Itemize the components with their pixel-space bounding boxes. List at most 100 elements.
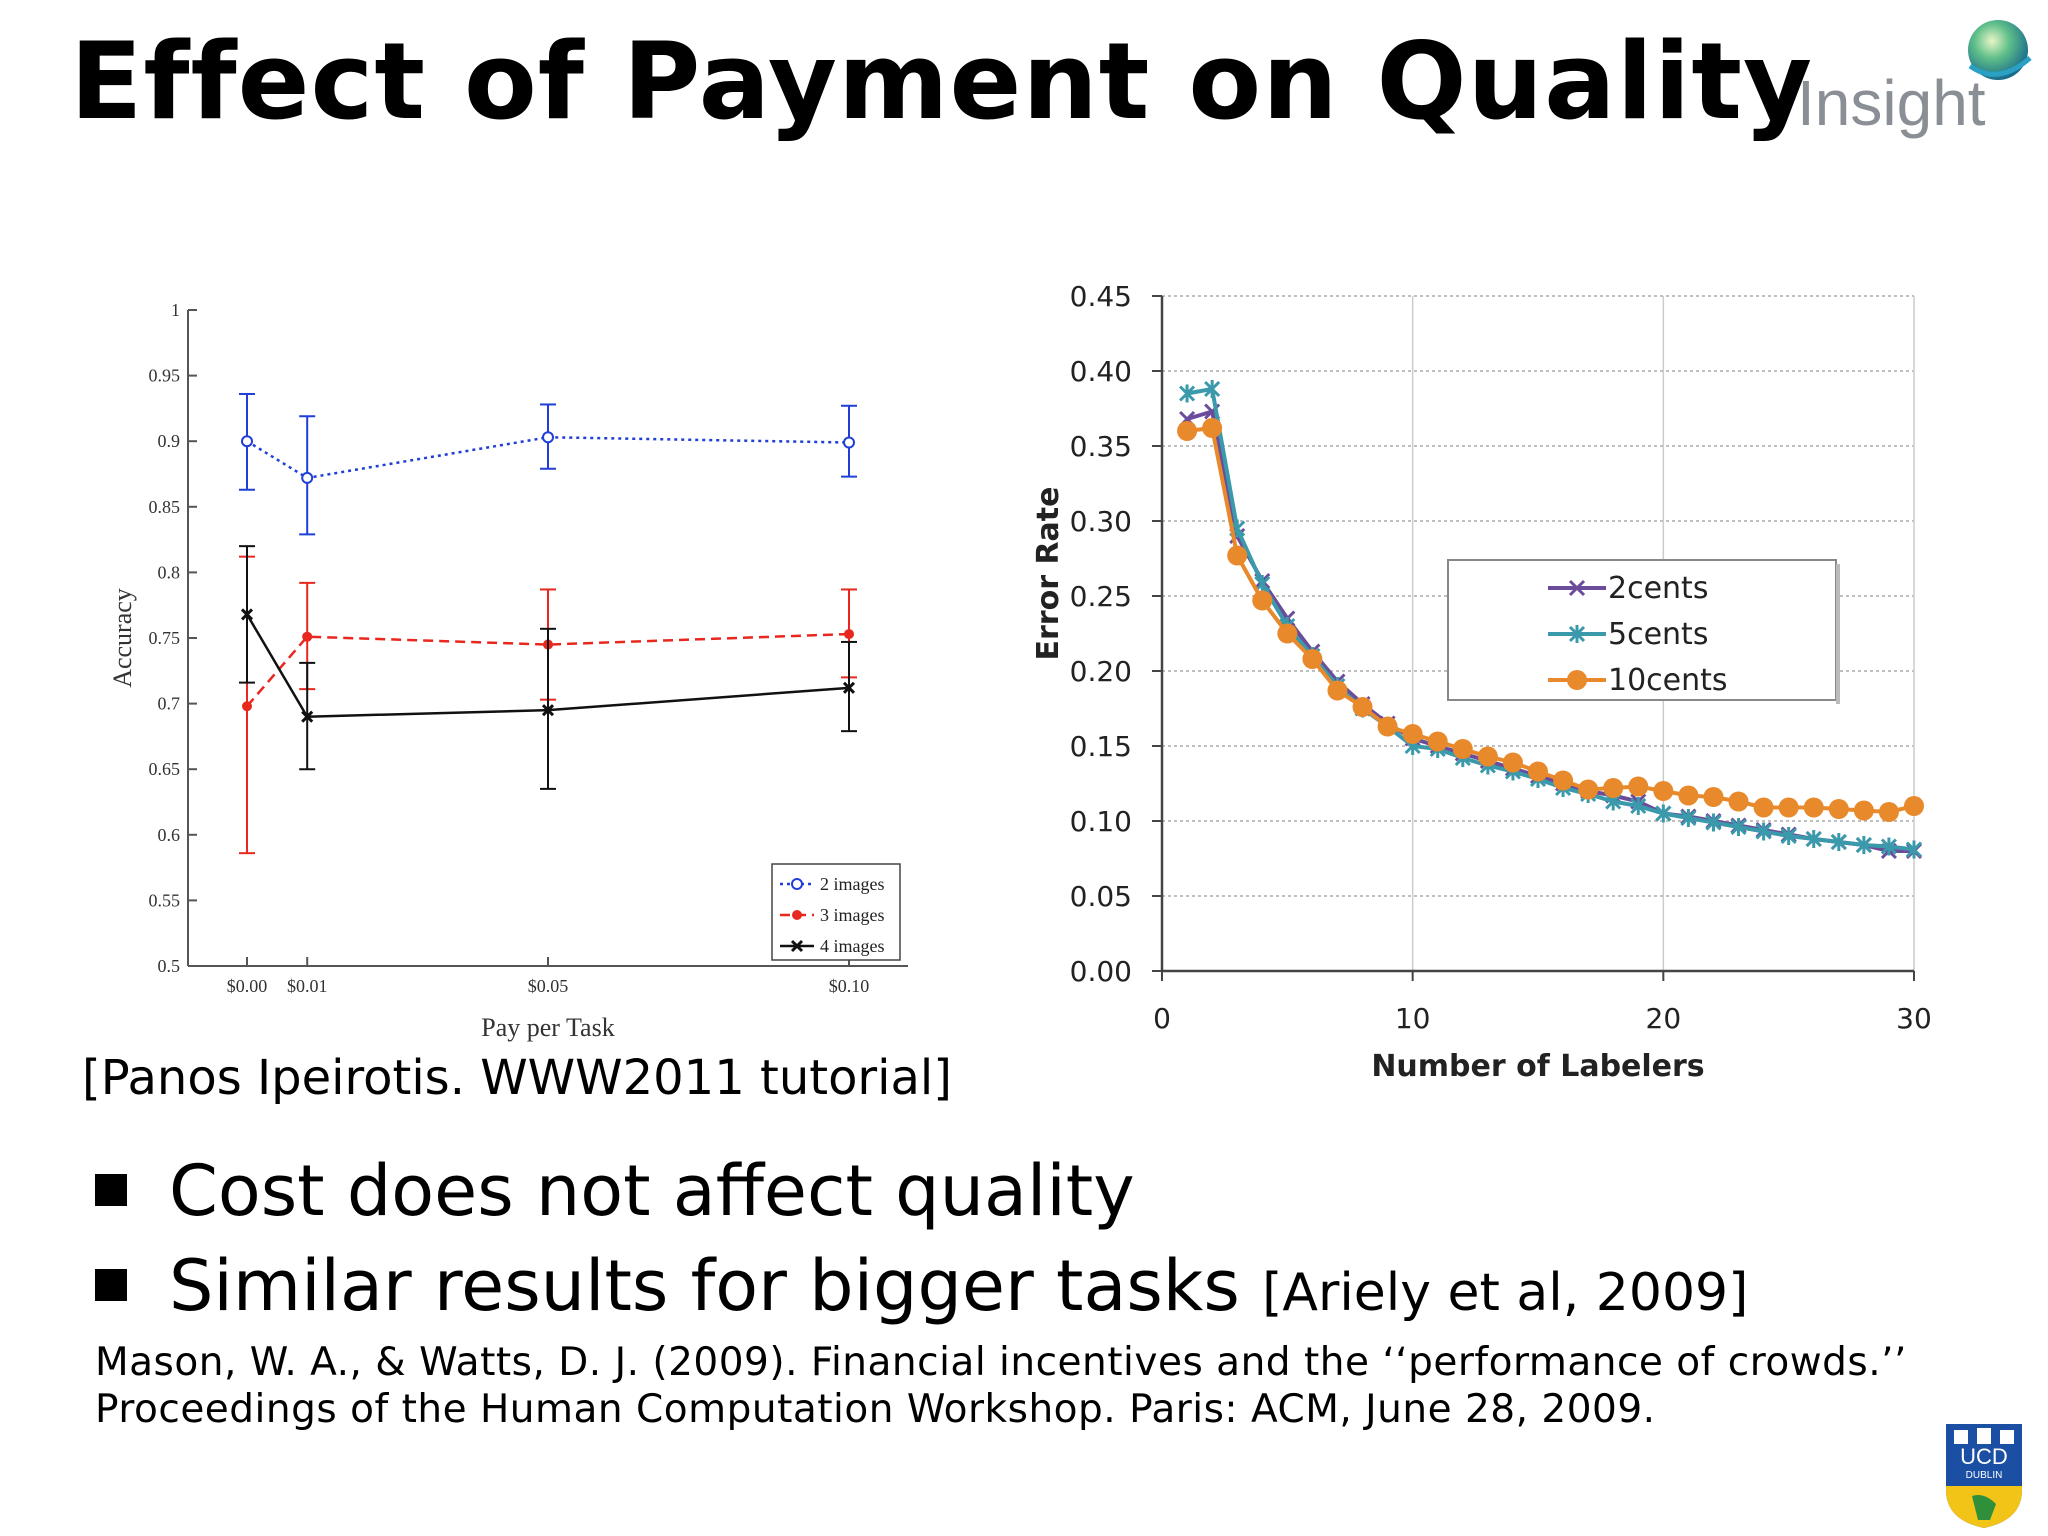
data-point (1402, 724, 1423, 744)
data-point (241, 435, 253, 448)
data-point (1853, 800, 1874, 821)
series-2-images (239, 392, 857, 536)
data-point (1227, 545, 1248, 566)
bullet-cost-quality: Cost does not affect quality (95, 1150, 1135, 1232)
legend-marker (1568, 625, 1586, 643)
y-tick-label: 0.5 (158, 956, 181, 976)
legend-box (1447, 559, 1837, 701)
y-tick-label: 1 (171, 300, 180, 320)
legend: 2 images 3 images 4 images (771, 863, 901, 961)
y-tick-label: 0.05 (1070, 880, 1132, 913)
legend-marker (790, 939, 804, 953)
data-point (1655, 804, 1672, 823)
legend: 2cents 5cents 10cents (1447, 559, 1840, 704)
data-point (1830, 833, 1847, 851)
data-point (1803, 797, 1824, 818)
data-point (843, 436, 855, 449)
data-point (1805, 830, 1822, 848)
data-point (541, 704, 555, 717)
legend-marker (1567, 670, 1587, 690)
y-tick-label: 0.45 (1070, 280, 1132, 313)
legend-shadow (1836, 564, 1840, 704)
data-point (1778, 797, 1799, 818)
data-point (1703, 787, 1724, 807)
y-tick-label: 0.30 (1070, 505, 1132, 538)
y-tick-label: 0.25 (1070, 580, 1132, 613)
data-point (1578, 779, 1599, 800)
data-point (1728, 791, 1749, 812)
series-line (246, 632, 850, 708)
x-tick-label: $0.10 (829, 976, 870, 996)
x-tick-label: $0.01 (287, 976, 328, 996)
insight-logo: Insight (1780, 14, 2040, 144)
y-axis-label: Error Rate (1031, 487, 1066, 661)
legend-label: 2 images (820, 874, 885, 894)
bullet-text: Cost does not affect quality (169, 1150, 1135, 1232)
insight-logo-text: Insight (1797, 67, 1986, 139)
data-point (1878, 802, 1899, 822)
data-point (1427, 731, 1448, 752)
data-point (1630, 797, 1647, 815)
legend-marker (791, 878, 803, 890)
x-axis-label: Pay per Task (481, 1013, 614, 1042)
data-point (1880, 837, 1897, 856)
x-tick-label: $0.00 (227, 976, 268, 996)
data-point (1603, 778, 1624, 798)
y-tick-label: 0.85 (149, 497, 181, 517)
reference-line-2: Proceedings of the Human Computation Wor… (95, 1387, 1656, 1432)
data-point (1202, 418, 1223, 438)
data-point (1252, 590, 1273, 611)
x-tick-label: 30 (1896, 1002, 1932, 1035)
data-point (1730, 818, 1747, 836)
source-citation: [Panos Ipeirotis. WWW2011 tutorial] (82, 1050, 952, 1106)
legend-label: 10cents (1608, 663, 1728, 698)
error-rate-vs-labelers-chart: 0.00 0.05 0.10 0.15 0.20 0.25 0.30 0.35 0.40 0.45… (1031, 280, 1932, 1084)
ucd-crest-logo: UCD DUBLIN (1946, 1424, 2022, 1528)
ucd-crest-subtext: DUBLIN (1966, 1470, 2003, 1481)
y-tick-label: 0.35 (1070, 430, 1132, 463)
data-point (302, 631, 313, 642)
slide-title: Effect of Payment on Quality (70, 20, 1814, 143)
data-point (1327, 680, 1348, 701)
y-tick-label: 0.9 (158, 431, 181, 451)
y-tick-label: 0.6 (158, 825, 181, 845)
data-point (1352, 697, 1373, 717)
data-point (1905, 840, 1923, 859)
y-axis-label: Accuracy (108, 588, 137, 688)
y-tick-label: 0.40 (1070, 355, 1132, 388)
data-point (1277, 623, 1298, 644)
legend-marker (1568, 579, 1586, 597)
y-tick-label: 0.65 (149, 759, 181, 779)
y-tick-label: 0.7 (158, 694, 181, 714)
data-point (1680, 809, 1697, 827)
series-line (245, 613, 850, 718)
data-point (1452, 739, 1473, 759)
ucd-crest-text: UCD (1960, 1444, 2008, 1469)
data-point (242, 701, 252, 712)
x-axis-label: Number of Labelers (1371, 1049, 1704, 1084)
data-point (240, 608, 254, 621)
data-point (1855, 836, 1872, 854)
data-point (1755, 822, 1772, 841)
data-point (1828, 799, 1849, 819)
insight-logo-globe-icon (1968, 20, 2032, 80)
data-point (1705, 813, 1722, 832)
data-point (301, 710, 314, 723)
y-tick-label: 0.00 (1070, 955, 1132, 988)
bullet-text: Similar results for bigger tasks (169, 1245, 1240, 1327)
y-tick-label: 0.15 (1070, 730, 1132, 763)
y-tick-label: 0.75 (149, 628, 181, 648)
bullet-reference: [Ariely et al, 2009] (1262, 1263, 1749, 1323)
y-tick-label: 0.8 (158, 562, 181, 582)
data-point (1377, 716, 1398, 737)
data-point (1678, 785, 1699, 806)
legend-label: 2cents (1608, 571, 1708, 606)
data-point (1204, 380, 1221, 398)
data-point (1753, 797, 1774, 818)
x-tick-label: 20 (1646, 1002, 1682, 1035)
accuracy-vs-pay-chart: 0.5 0.55 0.6 0.65 0.7 0.75 0.8 0.85 0.9 0.95 1 $0.0… (108, 300, 908, 1042)
x-tick-label: 0 (1153, 1002, 1171, 1035)
data-point (1179, 384, 1196, 403)
data-point (301, 471, 314, 484)
y-tick-label: 0.10 (1070, 805, 1132, 838)
